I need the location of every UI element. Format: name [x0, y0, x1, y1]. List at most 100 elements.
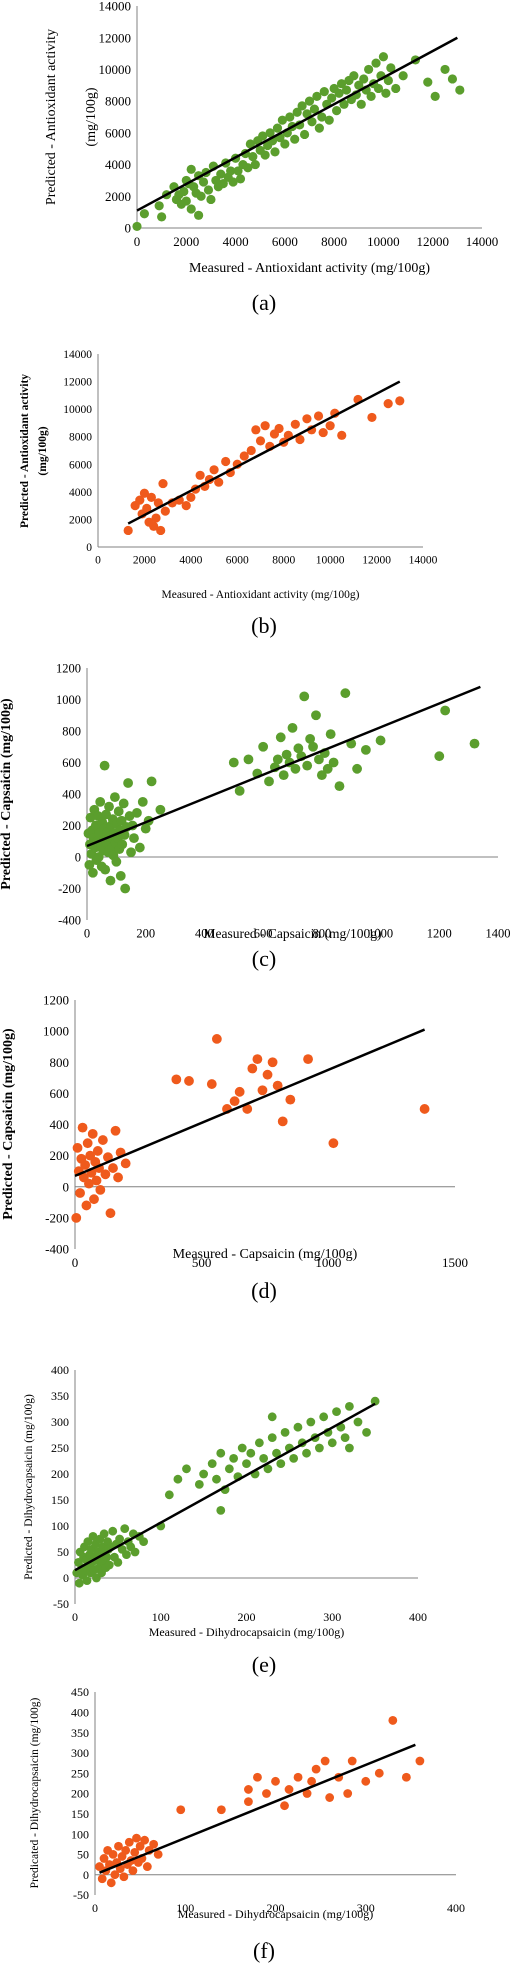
x-tick-label: 1000	[315, 1255, 341, 1270]
data-point	[214, 477, 224, 487]
data-point	[246, 445, 256, 456]
y-tick-label: 200	[62, 819, 81, 833]
data-point	[295, 434, 305, 445]
data-point	[302, 1789, 312, 1798]
y-tick-label: 8000	[105, 94, 131, 109]
y-tick-label: 1200	[56, 661, 81, 675]
x-tick-label: 500	[192, 1255, 212, 1270]
data-point	[270, 147, 280, 157]
y-tick-label: 1000	[43, 1024, 69, 1039]
data-point	[119, 1872, 129, 1882]
x-tick-label: 200	[136, 927, 155, 941]
data-point	[157, 212, 167, 222]
data-point	[216, 1506, 226, 1515]
data-point	[137, 796, 148, 807]
data-point	[132, 221, 142, 232]
chart-panel-2: 0 2000 4000 6000 8000 10000 12000 14000 0 2000 400…	[19, 349, 438, 638]
data-point	[237, 1443, 247, 1453]
data-point	[105, 1208, 116, 1219]
data-point	[106, 1878, 116, 1888]
y-tick-label: 12000	[99, 30, 132, 45]
data-point	[343, 1789, 353, 1798]
x-axis-label: Measured - Capsaicin (mg/100g)	[173, 1247, 358, 1262]
data-point	[139, 1537, 149, 1546]
data-point	[345, 1443, 354, 1453]
data-point	[290, 134, 300, 144]
data-point	[216, 169, 226, 179]
data-point	[218, 179, 228, 189]
data-point	[257, 1085, 268, 1096]
trend-line	[127, 380, 401, 525]
y-axis-label: Predicted - Capsaicin (mg/100g)	[1, 1028, 16, 1220]
data-point	[184, 1076, 194, 1086]
data-point	[374, 1768, 384, 1778]
data-point	[340, 1433, 350, 1442]
data-point	[87, 1128, 98, 1139]
y-tick-label: 14000	[63, 349, 92, 361]
data-point	[80, 1160, 91, 1170]
data-point	[401, 1772, 411, 1782]
scatter-points	[132, 52, 465, 232]
data-point	[216, 1805, 226, 1815]
data-point	[250, 159, 260, 170]
x-tick-label: 100	[152, 1610, 170, 1624]
x-tick-label: 10000	[367, 234, 400, 249]
x-tick-label: 0	[72, 1255, 79, 1270]
chart-panel-1: 0 2000 4000 6000 8000 10000 12000 14000 0 2000 400…	[44, 0, 498, 315]
data-point	[353, 1417, 363, 1427]
y-tick-label: 100	[71, 1827, 89, 1841]
data-point	[312, 91, 322, 101]
data-point	[216, 1448, 226, 1458]
x-tick-label: 12000	[416, 234, 449, 249]
data-point	[99, 760, 110, 771]
data-point	[89, 1194, 99, 1205]
chart-panel-3: -400 -200 0 200 400 600 800 1000 1200 0 200 400 600 8…	[0, 661, 511, 971]
data-point	[440, 705, 451, 716]
y-tick-label: -50	[53, 1597, 69, 1611]
y-tick-label: 400	[71, 1706, 89, 1720]
data-point	[260, 150, 270, 160]
data-point	[117, 839, 128, 850]
y-tick-label: 800	[50, 1055, 70, 1070]
x-tick-label: 800	[312, 927, 331, 941]
data-point	[262, 1069, 273, 1080]
data-point	[354, 80, 364, 90]
y-tick-label: 8000	[69, 432, 92, 444]
data-point	[308, 741, 318, 752]
data-point	[203, 185, 214, 195]
data-point	[130, 1847, 140, 1857]
data-point	[248, 152, 258, 162]
x-tick-label: 200	[267, 1901, 285, 1915]
data-point	[84, 1178, 94, 1189]
data-point	[95, 1862, 104, 1871]
x-tick-label: 14000	[466, 234, 499, 249]
chart-panel-4: -400 -200 0 200 400 600 800 1000 1200 0 500 1000 150…	[1, 993, 468, 1303]
data-point	[121, 1845, 131, 1855]
data-point	[130, 1547, 140, 1557]
y-tick-label: 0	[75, 850, 81, 864]
data-point	[311, 1764, 321, 1774]
data-point	[246, 1448, 256, 1458]
data-point	[289, 1454, 299, 1463]
data-point	[302, 1448, 311, 1458]
y-tick-label: 200	[71, 1787, 89, 1801]
x-tick-label: 6000	[272, 234, 298, 249]
data-point	[211, 1034, 222, 1044]
data-point	[339, 99, 349, 109]
data-point	[206, 194, 216, 205]
data-point	[293, 1772, 303, 1782]
y-tick-label: 450	[71, 1685, 89, 1699]
data-point	[263, 1464, 273, 1474]
data-point	[328, 1138, 339, 1149]
scatter-points	[95, 1716, 425, 1888]
data-point	[272, 1080, 283, 1091]
data-point	[97, 1135, 108, 1145]
data-point	[243, 754, 254, 765]
data-point	[92, 1146, 103, 1156]
data-point	[149, 521, 159, 531]
data-point	[398, 71, 408, 81]
y-axis-label: Predicted - Capsaicin (mg/100g)	[0, 698, 14, 890]
data-point	[381, 88, 391, 98]
data-point	[179, 186, 189, 197]
scatter-points	[123, 394, 405, 536]
